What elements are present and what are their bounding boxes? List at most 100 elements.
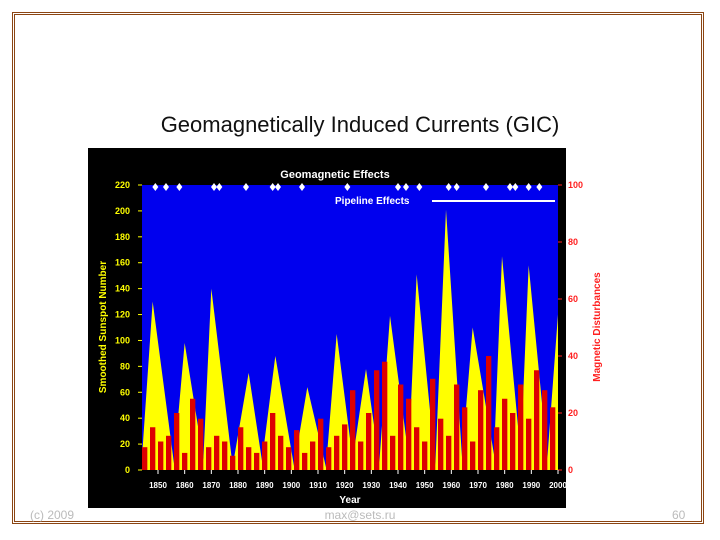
effect-marker: [445, 183, 452, 191]
disturbance-bar: [478, 390, 484, 470]
disturbance-bar: [542, 390, 548, 470]
disturbance-bar: [430, 378, 436, 470]
footer-center: max@sets.ru: [324, 508, 396, 522]
effect-marker: [403, 183, 409, 191]
y-tick-label: 140: [115, 284, 130, 294]
x-tick-label: 1990: [522, 481, 540, 490]
disturbance-bar: [190, 398, 196, 470]
effect-marker: [416, 183, 423, 191]
y-tick-label: 100: [115, 335, 130, 345]
disturbance-bar: [414, 427, 420, 470]
x-tick-label: 1930: [362, 481, 380, 490]
pipeline-label: Pipeline Effects: [335, 196, 410, 207]
y-tick-label: 160: [115, 258, 130, 268]
disturbance-bar: [310, 441, 316, 470]
disturbance-bar: [350, 390, 356, 470]
x-tick-label: 1860: [176, 481, 194, 490]
x-axis-label: Year: [339, 495, 360, 506]
disturbance-bar: [342, 424, 348, 470]
x-tick-label: 1900: [282, 481, 300, 490]
disturbance-bar: [438, 418, 444, 470]
disturbance-bar: [166, 435, 172, 470]
y2-tick-label: 60: [568, 294, 578, 304]
y2-axis-label: Magnetic Disturbances: [592, 272, 603, 382]
y2-tick-label: 20: [568, 408, 578, 418]
disturbance-bar: [182, 452, 188, 470]
disturbance-bar: [486, 356, 492, 470]
effect-marker: [536, 183, 543, 191]
disturbance-bar: [494, 427, 500, 470]
disturbance-bar: [398, 384, 404, 470]
effect-marker: [299, 183, 305, 191]
y2-tick-label: 80: [568, 237, 578, 247]
disturbance-bar: [294, 430, 300, 470]
x-tick-label: 1850: [149, 481, 167, 490]
disturbance-bar: [518, 384, 524, 470]
disturbance-bar: [198, 418, 204, 470]
effect-marker: [216, 183, 223, 191]
slide-frame: [12, 12, 704, 524]
slide-title: Geomagnetically Induced Currents (GIC): [160, 112, 560, 137]
effect-marker: [453, 183, 460, 191]
disturbance-bar: [318, 418, 324, 470]
disturbance-bar: [382, 361, 388, 470]
y-axis-label: Smoothed Sunspot Number: [98, 261, 109, 393]
disturbance-bar: [302, 452, 308, 470]
y-tick-label: 0: [125, 465, 130, 475]
x-tick-label: 1980: [496, 481, 514, 490]
x-tick-label: 1870: [202, 481, 220, 490]
disturbance-bar: [366, 413, 372, 470]
disturbance-bar: [206, 447, 212, 470]
disturbance-bar: [262, 441, 268, 470]
y-tick-label: 200: [115, 206, 130, 216]
y-tick-label: 220: [115, 180, 130, 190]
footer-left: (c) 2009: [30, 508, 75, 522]
y2-tick-label: 100: [568, 180, 583, 190]
y-tick-label: 20: [120, 439, 130, 449]
chart-title: Geomagnetic Effects: [280, 169, 389, 181]
x-tick-label: 1880: [229, 481, 247, 490]
y-tick-label: 40: [120, 413, 130, 423]
disturbance-bar: [526, 418, 532, 470]
disturbance-bar: [510, 413, 516, 470]
disturbance-bar: [358, 441, 364, 470]
disturbance-bar: [238, 427, 244, 470]
disturbance-bar: [150, 427, 156, 470]
x-tick-label: 1940: [389, 481, 407, 490]
disturbance-bar: [214, 435, 220, 470]
disturbance-bar: [174, 413, 180, 470]
y-tick-label: 120: [115, 310, 130, 320]
x-tick-label: 1890: [256, 481, 274, 490]
y2-tick-label: 0: [568, 465, 573, 475]
disturbance-bar: [422, 441, 428, 470]
disturbance-bar: [406, 398, 412, 470]
disturbance-bar: [286, 447, 292, 470]
effect-marker: [512, 183, 519, 191]
x-tick-label: 2000: [549, 481, 567, 490]
page-number: 60: [672, 508, 686, 522]
effect-marker: [163, 183, 169, 191]
x-tick-label: 1920: [336, 481, 354, 490]
disturbance-bar: [446, 435, 452, 470]
effect-marker: [395, 183, 401, 191]
effect-marker: [176, 183, 183, 191]
disturbance-bar: [158, 441, 164, 470]
disturbance-bar: [374, 370, 380, 470]
y-tick-label: 60: [120, 387, 130, 397]
disturbance-bar: [534, 370, 540, 470]
effect-marker: [483, 183, 489, 191]
disturbance-bar: [270, 413, 276, 470]
effect-marker: [211, 183, 217, 191]
effect-marker: [243, 183, 249, 191]
disturbance-bar: [390, 435, 396, 470]
x-tick-label: 1960: [442, 481, 460, 490]
effect-marker: [275, 183, 281, 191]
disturbance-bar: [502, 398, 508, 470]
effect-marker: [525, 183, 532, 191]
y-tick-label: 180: [115, 232, 130, 242]
y2-tick-label: 40: [568, 351, 578, 361]
disturbance-bar: [230, 455, 236, 470]
effect-marker: [507, 183, 513, 191]
